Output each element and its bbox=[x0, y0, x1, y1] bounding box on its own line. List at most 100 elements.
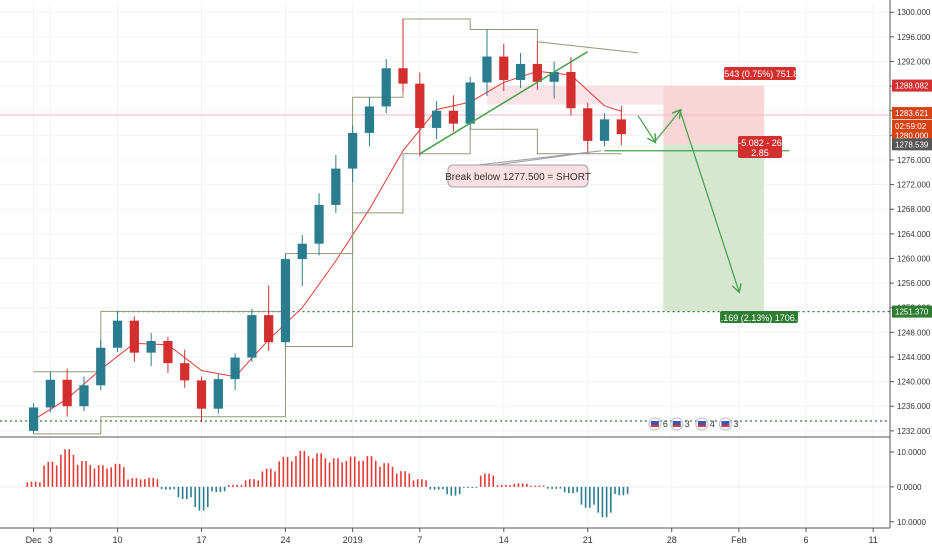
trend-line bbox=[419, 50, 589, 155]
candle-body bbox=[96, 347, 106, 386]
candle-body bbox=[482, 56, 492, 83]
price-badge bbox=[892, 119, 932, 132]
candle-body bbox=[230, 357, 240, 380]
price-badge-label: 1288.082 bbox=[895, 82, 929, 91]
price-tick-label: 1236.000 bbox=[897, 402, 931, 411]
candle-body bbox=[566, 71, 576, 109]
price-tick-label: 1272.000 bbox=[897, 181, 931, 190]
time-tick-label: 6 bbox=[804, 535, 809, 545]
candle-body bbox=[297, 243, 307, 260]
projection-arrow bbox=[679, 110, 739, 291]
price-badge bbox=[892, 305, 932, 318]
ratio-tag-text: 2.85 bbox=[751, 148, 769, 158]
flag-icon-stripe bbox=[650, 425, 659, 427]
time-tick-label: 2019 bbox=[343, 535, 363, 545]
ratio-tag-text: -5.082 - 26 bbox=[738, 138, 782, 148]
time-tick-label: 10 bbox=[113, 535, 123, 545]
time-tick-label: 7 bbox=[417, 535, 422, 545]
candle-body bbox=[146, 340, 156, 353]
labels: 9.543 (0.75%) 751.88 -5.082 - 262.85 27.16… bbox=[711, 67, 932, 323]
price-badge-label: 1251.370 bbox=[895, 308, 929, 317]
flag-icon-body bbox=[697, 421, 706, 427]
price-tick-label: 1248.000 bbox=[897, 328, 931, 337]
event-count: 3 bbox=[733, 419, 738, 429]
time-tick-label: 21 bbox=[583, 535, 593, 545]
candle-body bbox=[616, 119, 626, 135]
price-tick-label: 1260.000 bbox=[897, 254, 931, 263]
price-tick-label: 1276.000 bbox=[897, 156, 931, 165]
time-tick-label: 28 bbox=[667, 535, 677, 545]
candle-body bbox=[599, 119, 610, 141]
candle-body bbox=[448, 110, 459, 124]
flag-icon-stripe bbox=[672, 425, 681, 427]
candle-body bbox=[549, 71, 559, 82]
reward-tag-bg bbox=[720, 311, 798, 323]
candle-body bbox=[163, 340, 173, 364]
osc-tick-label: 10.0000 bbox=[897, 448, 926, 457]
reward-tag-text: 27.169 (2.13%) 1706.39 bbox=[711, 313, 808, 323]
candle-body bbox=[180, 363, 190, 381]
price-badge bbox=[892, 79, 932, 92]
candle-body bbox=[213, 379, 223, 409]
price-badge bbox=[892, 138, 932, 151]
risk-tag-bg bbox=[724, 67, 796, 80]
osc-tick-label: 10.0000 bbox=[897, 518, 926, 527]
candle-body bbox=[28, 407, 39, 431]
oscillator-histogram bbox=[0, 449, 890, 518]
candle-body bbox=[196, 380, 207, 409]
price-tick-label: 1268.000 bbox=[897, 205, 931, 214]
candles bbox=[28, 19, 626, 434]
flag-icon-stripe bbox=[721, 425, 730, 427]
price-tick-label: 1296.000 bbox=[897, 33, 931, 42]
price-tick-label: 1292.000 bbox=[897, 57, 931, 66]
candle-body bbox=[129, 320, 139, 353]
callout-pointer bbox=[477, 150, 602, 166]
time-tick-label: 11 bbox=[869, 535, 878, 545]
price-badge-label: 02:59:02 bbox=[895, 122, 927, 131]
candle-body bbox=[280, 259, 291, 343]
time-tick-label: 14 bbox=[499, 535, 509, 545]
time-tick-label: 17 bbox=[197, 535, 207, 545]
candle-body bbox=[79, 385, 89, 407]
candle-body bbox=[331, 168, 341, 205]
price-badge-label: 1283.621 bbox=[895, 109, 929, 118]
time-tick-label: Feb bbox=[731, 535, 747, 545]
flag-icon-body bbox=[650, 421, 659, 427]
price-badge-label: 1278.539 bbox=[895, 140, 929, 149]
time-tick-label: Dec bbox=[26, 535, 43, 545]
projection-arrow bbox=[637, 115, 655, 142]
candle-body bbox=[532, 63, 542, 82]
candle-body bbox=[62, 379, 72, 407]
event-markers: 6 3 4 3 bbox=[648, 417, 738, 431]
price-tick-label: 1240.000 bbox=[897, 378, 931, 387]
price-tick-label: 1264.000 bbox=[897, 230, 931, 239]
candle-body bbox=[45, 379, 55, 408]
candle-body bbox=[364, 106, 375, 133]
ratio-tag-bg bbox=[738, 136, 782, 158]
price-tick-label: 1256.000 bbox=[897, 279, 931, 288]
flag-icon-stripe bbox=[697, 425, 706, 427]
callout-box bbox=[447, 164, 589, 188]
price-tick-label: 1244.000 bbox=[897, 353, 931, 362]
price-badge bbox=[892, 107, 932, 120]
reward-box bbox=[663, 144, 765, 312]
event-count: 3 bbox=[685, 419, 690, 429]
candle-body bbox=[515, 63, 526, 80]
channel-line bbox=[33, 18, 639, 373]
candle-body bbox=[583, 108, 593, 141]
candle-body bbox=[264, 315, 274, 343]
candle-body bbox=[499, 56, 509, 80]
candle-body bbox=[247, 315, 257, 358]
event-count: 6 bbox=[663, 419, 668, 429]
candle-body bbox=[415, 83, 425, 128]
event-count: 4 bbox=[710, 419, 715, 429]
flag-icon-body bbox=[721, 421, 730, 427]
time-tick-label: 3 bbox=[48, 535, 53, 545]
price-tick-label: 1300.000 bbox=[897, 8, 931, 17]
osc-tick-label: 0.0000 bbox=[897, 483, 922, 492]
risk-tag-text: 9.543 (0.75%) 751.88 bbox=[717, 69, 804, 79]
price-tick-label: 1232.000 bbox=[897, 427, 931, 436]
candle-body bbox=[431, 110, 442, 128]
